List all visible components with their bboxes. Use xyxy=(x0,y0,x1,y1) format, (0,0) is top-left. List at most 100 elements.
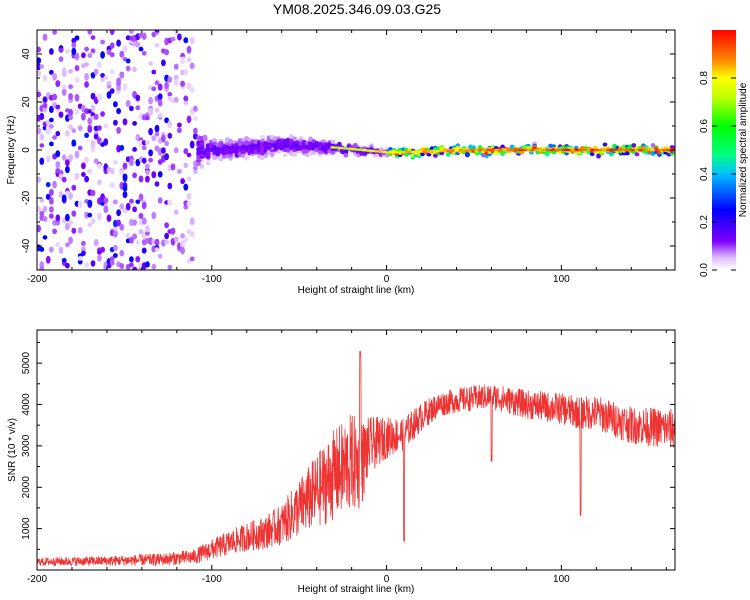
y-tick-label: 20 xyxy=(21,96,32,108)
spectrogram-cell xyxy=(183,100,189,106)
spectrogram-cell xyxy=(65,222,70,231)
spectrogram-cell xyxy=(145,224,150,233)
spectrogram-cell xyxy=(113,159,118,165)
spectrogram-cell xyxy=(39,143,45,148)
spectrogram-cell xyxy=(170,36,176,42)
spectrogram-peak xyxy=(590,148,595,152)
colorbar-gradient xyxy=(712,30,736,270)
spectrogram-cell xyxy=(135,41,141,48)
spectrogram-cell xyxy=(183,69,189,76)
spectrogram-cell xyxy=(90,72,96,79)
spectrogram-cell xyxy=(205,151,211,155)
spectrogram-peak xyxy=(614,148,619,152)
spectrogram-cell xyxy=(122,173,128,180)
spectrogram-cell xyxy=(61,84,67,90)
spectrogram-cell xyxy=(52,93,57,101)
spectrogram-cell xyxy=(84,81,89,88)
spectrogram-peak xyxy=(414,150,419,153)
spectrogram-cell xyxy=(154,124,160,133)
spectrogram-cell xyxy=(37,91,41,98)
spectrogram-cell xyxy=(81,112,86,121)
spectrogram-cell xyxy=(55,214,61,222)
spectrogram-cell xyxy=(154,247,160,252)
spectrogram-cell xyxy=(145,140,150,146)
spectrogram-cell xyxy=(141,145,147,151)
spectrogram-peak xyxy=(610,148,615,152)
spectrogram-cell xyxy=(298,136,304,140)
spectrogram-cell xyxy=(132,121,138,126)
spectrogram-cell xyxy=(87,199,93,206)
spectrogram-cell xyxy=(103,123,109,129)
spectrogram-cell xyxy=(81,162,86,170)
spectrogram-cell xyxy=(90,92,96,100)
spectrogram-cell xyxy=(77,125,83,131)
snr-x-ticks: -200 -100 0 100 xyxy=(27,330,667,585)
spectrogram-cell xyxy=(87,168,93,174)
spectrogram-cell xyxy=(154,107,160,113)
spectrogram-peak xyxy=(662,148,667,152)
spectrogram-cell xyxy=(74,94,80,102)
spectrogram-cell xyxy=(113,229,118,238)
spectrogram-cell xyxy=(90,35,96,40)
spectrogram-peak xyxy=(374,150,379,153)
spectrogram-peak xyxy=(402,150,407,154)
spectrogram-x-label: Height of straight line (km) xyxy=(298,285,415,296)
spectrogram-cell xyxy=(116,108,121,115)
spectrogram-cell xyxy=(84,175,89,183)
spectrogram-cell xyxy=(81,52,86,59)
snr-panel: -200 -100 0 100 1000 2000 3000 4000 5000 Height… xyxy=(7,329,676,595)
spectrogram-peak xyxy=(666,148,671,152)
spectrogram-cell xyxy=(164,239,170,245)
spectrogram-cell xyxy=(71,227,77,234)
spectrogram-cell xyxy=(167,76,173,83)
spectrogram-cell xyxy=(122,45,128,53)
spectrogram-cell xyxy=(37,70,41,77)
spectrogram-cell xyxy=(58,246,64,254)
spectrogram-cell xyxy=(173,96,179,103)
spectrogram-cell xyxy=(132,233,138,240)
spectrogram-cell xyxy=(170,163,176,171)
spectrogram-cell xyxy=(157,83,163,91)
spectrogram-cell xyxy=(183,37,189,44)
spectrogram-cell xyxy=(119,72,125,79)
spectrogram-cell xyxy=(84,132,89,138)
spectrogram-cell xyxy=(103,75,109,81)
spectrogram-cell xyxy=(135,158,141,167)
spectrogram-cell xyxy=(42,74,48,82)
spectrogram-cell xyxy=(183,148,189,155)
spectrogram-cell xyxy=(84,262,89,268)
spectrogram-cell xyxy=(109,69,115,75)
spectrogram-cell xyxy=(164,81,170,89)
spectrogram-cell xyxy=(119,50,125,58)
spectrogram-cell xyxy=(321,139,326,143)
spectrogram-cell xyxy=(49,206,54,213)
spectrogram-cell xyxy=(61,154,67,161)
spectrogram-cell xyxy=(65,262,70,269)
spectrogram-cell xyxy=(68,93,73,100)
spectrogram-y-ticks: -40 -20 0 20 40 xyxy=(21,29,675,271)
spectrogram-peak xyxy=(446,149,451,152)
spectrogram-cell xyxy=(61,258,67,263)
spectrogram-cell xyxy=(103,197,109,204)
spectrogram-cell xyxy=(177,168,182,175)
spectrogram-peak xyxy=(426,150,431,153)
spectrogram-peak xyxy=(382,150,387,154)
spectrogram-cell xyxy=(148,127,154,136)
spectrogram-cell xyxy=(125,58,131,64)
spectrogram-cell xyxy=(173,78,179,87)
spectrogram-peak xyxy=(338,146,343,150)
spectrogram-cell xyxy=(65,49,70,55)
spectrogram-cell xyxy=(205,161,211,166)
spectrogram-peak xyxy=(510,148,515,152)
spectrogram-cell xyxy=(55,130,61,137)
spectrogram-peak xyxy=(386,151,391,154)
spectrogram-cell xyxy=(167,199,173,206)
spectrogram-cell xyxy=(77,227,83,234)
spectrogram-cell xyxy=(49,117,54,123)
spectrogram-peak xyxy=(354,148,359,151)
spectrogram-cell xyxy=(122,162,128,170)
spectrogram-cell xyxy=(55,104,61,110)
spectrogram-cell xyxy=(116,77,121,84)
spectrogram-peak xyxy=(618,148,623,152)
spectrogram-peak xyxy=(554,148,559,152)
